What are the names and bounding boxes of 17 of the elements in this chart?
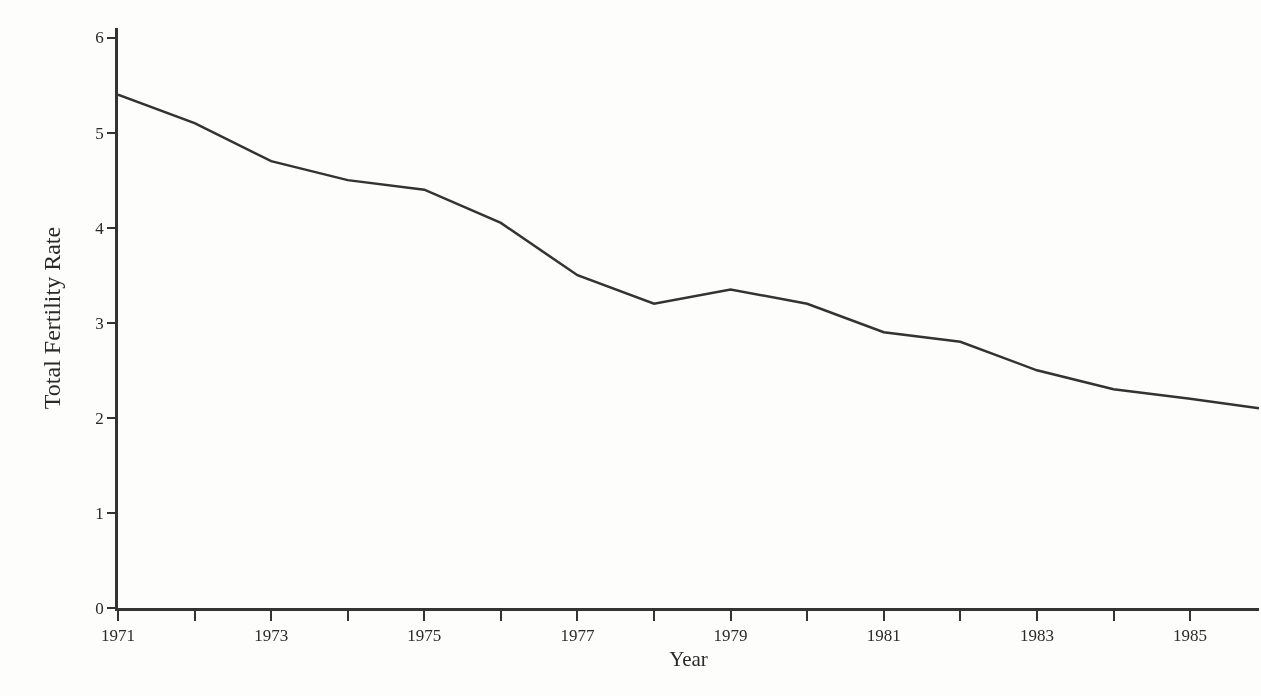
y-tick-label: 0 xyxy=(95,598,104,618)
x-tick-label: 1985 xyxy=(1173,626,1208,646)
y-axis-title: Total Fertility Rate xyxy=(39,226,66,410)
y-tick-label: 6 xyxy=(95,28,104,48)
y-tick-label: 3 xyxy=(95,313,104,333)
x-tick-label: 1983 xyxy=(1019,626,1054,646)
y-tick-label: 1 xyxy=(95,503,104,523)
y-tick-label: 5 xyxy=(95,123,104,143)
x-tick-label: 1971 xyxy=(101,626,135,646)
x-tick-label: 1979 xyxy=(713,626,748,646)
y-tick-label: 4 xyxy=(95,218,105,238)
y-tick-label: 2 xyxy=(95,408,104,428)
x-tick-label: 1977 xyxy=(560,626,595,646)
x-tick-label: 1981 xyxy=(866,626,901,646)
x-axis-title: Year xyxy=(669,647,708,672)
x-tick-label: 1973 xyxy=(254,626,289,646)
x-tick-label: 1975 xyxy=(407,626,442,646)
